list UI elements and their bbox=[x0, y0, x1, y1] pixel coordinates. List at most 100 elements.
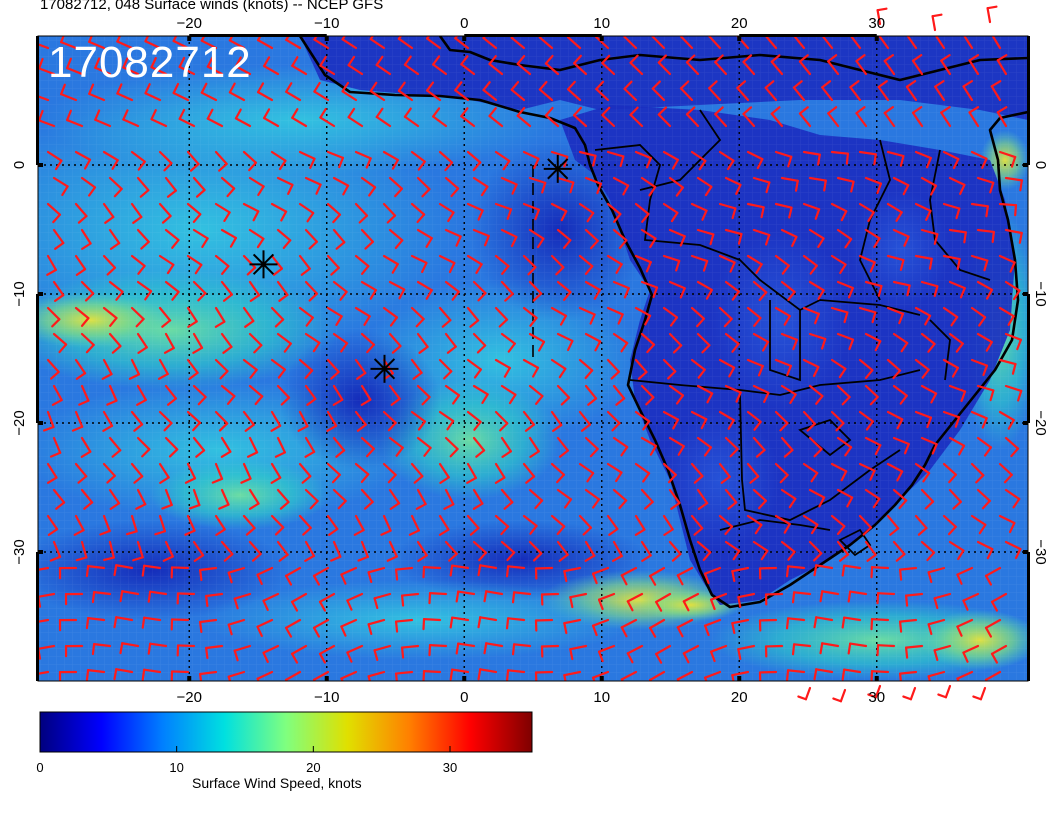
wind-barb bbox=[668, 332, 683, 354]
wind-barb bbox=[380, 514, 392, 536]
wind-barb bbox=[876, 7, 888, 26]
wind-barb bbox=[122, 109, 140, 128]
wind-barb bbox=[920, 228, 939, 245]
wind-barb bbox=[432, 55, 448, 76]
wind-barb bbox=[184, 514, 196, 536]
wind-barb bbox=[298, 202, 315, 223]
frame-band-top bbox=[464, 34, 602, 37]
wind-barb bbox=[270, 202, 288, 222]
wind-barb bbox=[690, 410, 708, 430]
wind-barb bbox=[416, 176, 431, 198]
wind-barb bbox=[528, 488, 544, 510]
wind-barb bbox=[227, 566, 246, 584]
wind-barb bbox=[285, 82, 302, 102]
wind-barb bbox=[830, 150, 850, 165]
wind-barb bbox=[88, 83, 106, 102]
wind-barb bbox=[690, 306, 706, 328]
wind-barb bbox=[984, 618, 1002, 638]
wind-barb bbox=[841, 564, 862, 577]
wind-barb bbox=[256, 670, 274, 681]
wind-barb bbox=[595, 36, 610, 50]
lon-label-bottom: 10 bbox=[593, 689, 610, 706]
wind-barb bbox=[858, 202, 875, 222]
wind-barb bbox=[394, 670, 414, 681]
wind-barb bbox=[64, 644, 84, 658]
wind-barb bbox=[130, 202, 143, 224]
wind-barb bbox=[898, 618, 918, 633]
wind-barb bbox=[998, 306, 1015, 326]
wind-barb bbox=[516, 54, 532, 76]
wind-barb bbox=[976, 488, 991, 510]
wind-barb bbox=[51, 384, 63, 406]
wind-barb bbox=[346, 592, 364, 611]
wind-barb bbox=[556, 436, 570, 458]
wind-barb bbox=[170, 566, 190, 579]
lon-tick-bottom bbox=[462, 676, 467, 681]
lat-label-left: −30 bbox=[11, 539, 28, 564]
wind-barb bbox=[886, 358, 902, 380]
wind-barb bbox=[746, 202, 765, 219]
wind-barb bbox=[164, 384, 178, 406]
wind-barb bbox=[466, 358, 483, 379]
wind-barb bbox=[284, 670, 302, 681]
wind-barb bbox=[528, 228, 545, 249]
wind-barb bbox=[522, 202, 541, 221]
wind-barb bbox=[494, 462, 506, 484]
lat-label-left: −10 bbox=[11, 281, 28, 306]
wind-barb bbox=[886, 202, 903, 222]
wind-barb bbox=[340, 670, 358, 681]
wind-barb bbox=[836, 540, 850, 562]
wind-barb bbox=[724, 436, 739, 458]
wind-barb bbox=[199, 566, 218, 582]
wind-barb bbox=[500, 176, 518, 195]
wind-barb bbox=[942, 202, 961, 220]
wind-barb bbox=[752, 280, 768, 302]
wind-barb bbox=[297, 410, 309, 432]
wind-barb bbox=[832, 688, 847, 703]
wind-barb bbox=[892, 280, 911, 297]
wind-barb bbox=[864, 488, 881, 509]
wind-barb bbox=[774, 514, 791, 534]
wind-barb bbox=[718, 462, 731, 484]
wind-barb bbox=[649, 566, 666, 586]
wind-barb bbox=[948, 436, 966, 456]
wind-barb bbox=[332, 384, 344, 406]
wind-barb bbox=[211, 462, 224, 484]
wind-barb bbox=[102, 254, 117, 276]
wind-barb bbox=[494, 306, 509, 328]
wind-barb bbox=[248, 280, 261, 302]
lon-label-bottom: −20 bbox=[177, 689, 202, 706]
wind-barb bbox=[466, 202, 484, 221]
wind-barb bbox=[858, 306, 877, 324]
wind-barb bbox=[206, 56, 224, 76]
wind-barb bbox=[340, 618, 358, 637]
wind-barb bbox=[522, 306, 538, 327]
wind-barb bbox=[354, 410, 367, 432]
wind-barb bbox=[764, 80, 778, 102]
wind-barb bbox=[422, 566, 442, 579]
wind-barb bbox=[892, 436, 910, 455]
wind-barb bbox=[550, 410, 563, 432]
wind-barb bbox=[192, 384, 207, 406]
wind-barb bbox=[724, 488, 738, 510]
wind-barb bbox=[428, 592, 448, 605]
wind-barb bbox=[595, 80, 610, 102]
wind-barb bbox=[914, 306, 932, 326]
wind-barb bbox=[830, 202, 848, 222]
wind-barb bbox=[898, 670, 918, 681]
wind-barb bbox=[284, 566, 302, 586]
frame-band-left bbox=[36, 294, 39, 423]
wind-barb bbox=[774, 202, 793, 219]
wind-barb bbox=[242, 514, 256, 536]
wind-barb bbox=[263, 56, 280, 76]
wind-barb bbox=[714, 106, 728, 128]
lat-label-right: −30 bbox=[1032, 539, 1049, 564]
wind-barb bbox=[942, 306, 959, 327]
wind-barb bbox=[438, 410, 455, 431]
wind-barb bbox=[634, 462, 651, 483]
wind-barb bbox=[360, 176, 377, 197]
wind-barb bbox=[703, 618, 722, 637]
wind-barb bbox=[556, 540, 569, 562]
wind-barb bbox=[651, 80, 666, 102]
